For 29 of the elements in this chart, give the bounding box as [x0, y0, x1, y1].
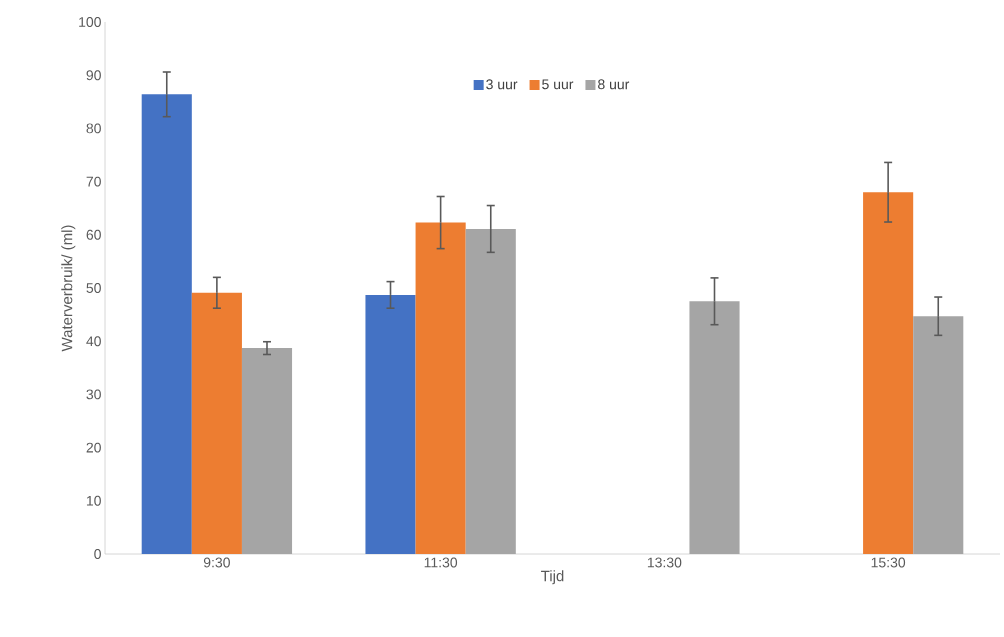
- y-tick-label: 20: [86, 442, 101, 453]
- y-tick-label: 50: [86, 283, 101, 293]
- x-tick-label: 15:30: [871, 557, 906, 568]
- bar: [365, 294, 416, 554]
- y-tick-label: 30: [86, 389, 101, 400]
- bar: [415, 222, 466, 554]
- y-tick-label: 70: [86, 176, 101, 187]
- y-tick-label: 100: [79, 17, 101, 27]
- y-tick-label: 90: [86, 70, 101, 81]
- y-tick-label: 80: [86, 123, 101, 134]
- bar: [689, 301, 740, 554]
- y-tick-label: 60: [86, 229, 101, 240]
- x-tick-label: 11:30: [424, 557, 458, 568]
- legend-label: 8 uur: [598, 79, 630, 90]
- y-tick-label: 10: [86, 495, 101, 506]
- bar: [191, 292, 242, 554]
- bar: [241, 348, 293, 554]
- x-axis-title: Tijd: [541, 570, 564, 585]
- x-tick-label: 9:30: [203, 557, 230, 568]
- y-axis-title: Waterverbruik/ (ml): [61, 225, 76, 352]
- y-tick-label: 40: [86, 336, 101, 347]
- y-tick-label: 0: [94, 549, 101, 559]
- legend-label: 3 uur: [486, 79, 518, 90]
- bar: [913, 316, 964, 554]
- bar: [863, 192, 914, 554]
- bar: [465, 228, 516, 554]
- bar: [141, 94, 192, 554]
- legend-label: 5 uur: [542, 79, 574, 90]
- x-tick-label: 13:30: [647, 557, 682, 568]
